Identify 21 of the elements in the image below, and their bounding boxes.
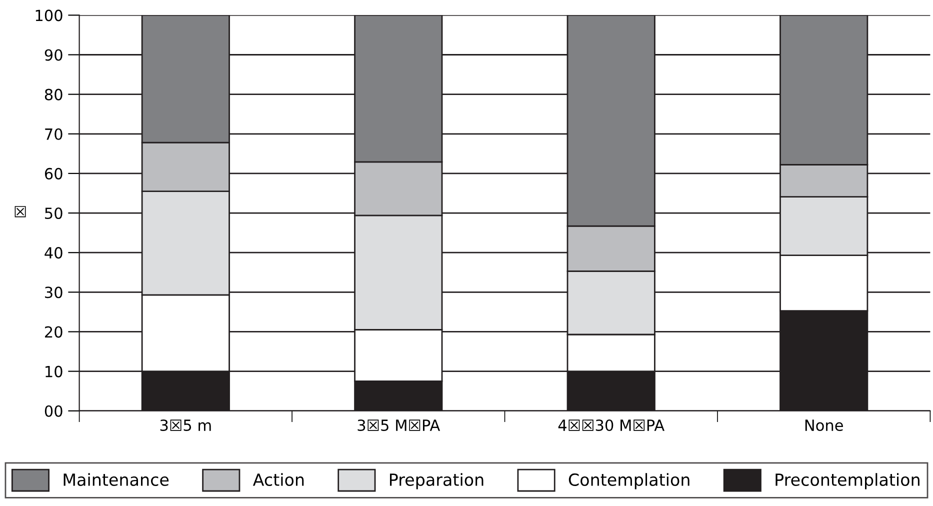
y-tick-label: 60 [44, 168, 62, 180]
legend-label: Contemplation [568, 473, 690, 490]
y-tick-label: 50 [45, 207, 62, 220]
x-tick-label: 4☒☒30 M☒PA [558, 419, 664, 432]
y-tick-label: 80 [44, 88, 62, 100]
y-tick-label: 20 [45, 326, 62, 338]
legend-label: Maintenance [64, 473, 169, 486]
x-tick-label: 3☒5 M☒PA [358, 419, 440, 432]
legend-label: Precontemplation [776, 473, 920, 490]
legend-label: Preparation [390, 473, 484, 490]
y-tick-label: 00 [44, 405, 62, 417]
y-tick-label: 90 [44, 49, 62, 61]
y-axis-title: ☒ [14, 206, 26, 218]
x-tick-label: None [805, 420, 843, 432]
legend-label: Action [252, 473, 304, 486]
y-tick-label: 100 [36, 10, 62, 22]
y-tick-label: 70 [45, 128, 62, 140]
x-tick-label: 3☒5 m [160, 419, 211, 432]
y-tick-label: 40 [44, 247, 62, 259]
y-tick-label: 10 [46, 366, 62, 378]
y-tick-label: 30 [45, 286, 62, 298]
